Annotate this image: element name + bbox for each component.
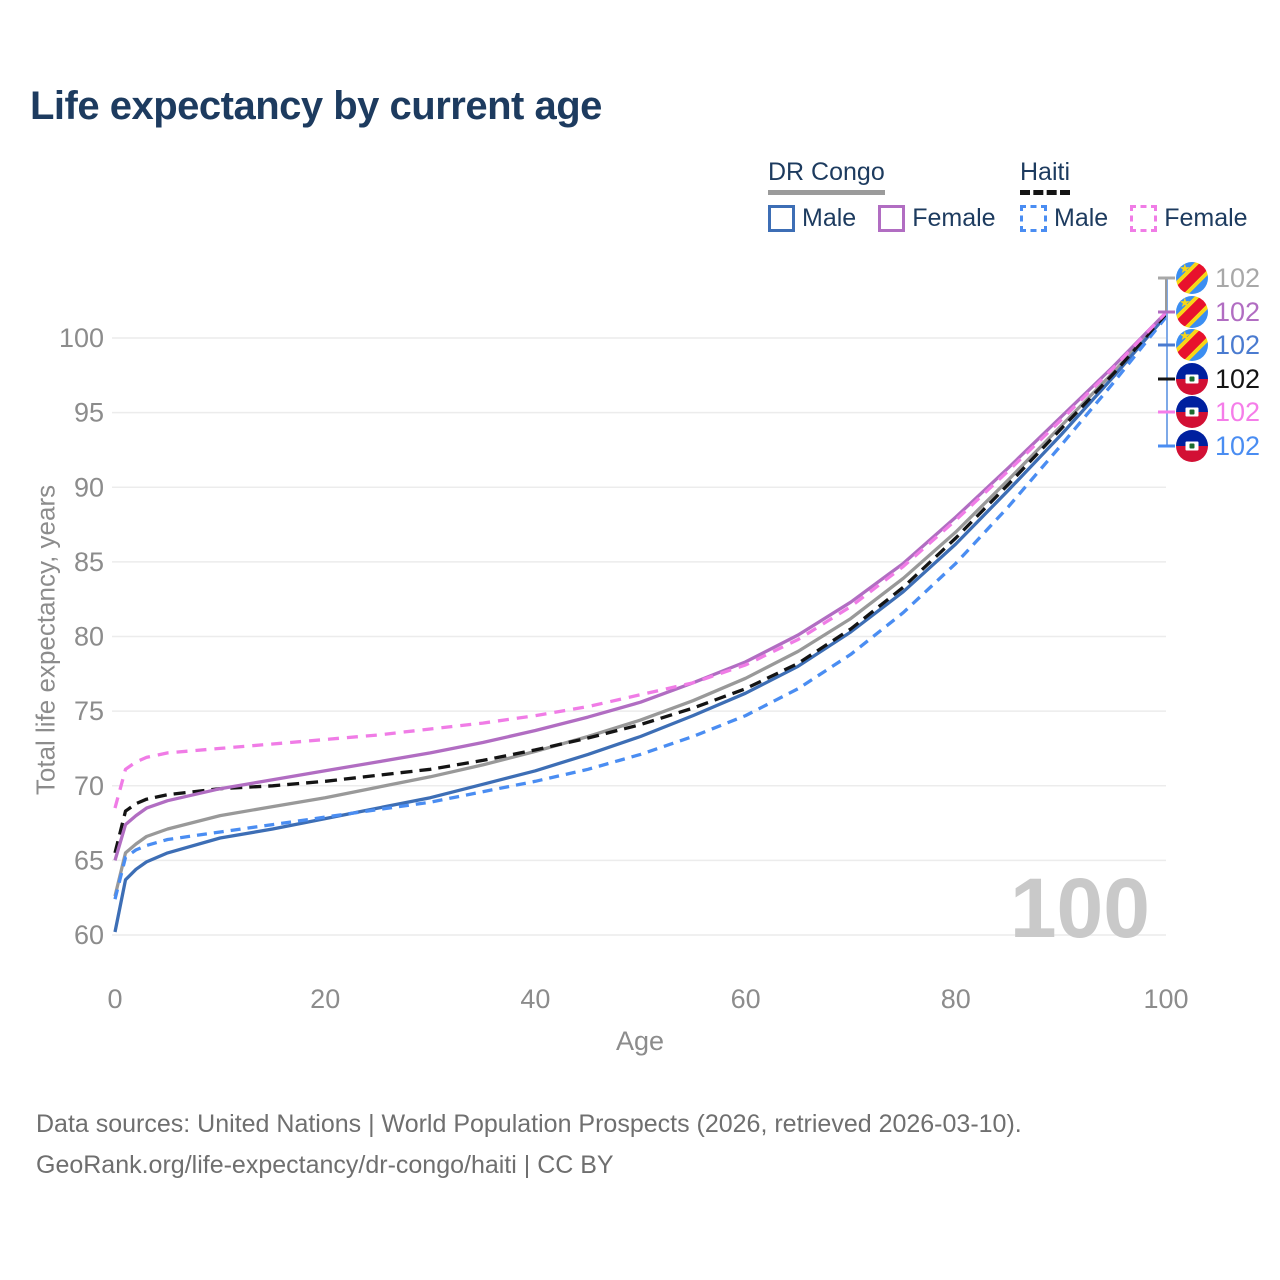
star-icon: ★ <box>1179 296 1191 310</box>
legend-item-haiti-female[interactable]: Female <box>1130 204 1248 233</box>
legend-swatch-male <box>1020 205 1047 232</box>
y-tick-label-85: 85 <box>74 547 104 577</box>
star-icon: ★ <box>1179 329 1191 343</box>
x-tick-label-20: 20 <box>310 984 340 1014</box>
legend-swatch-female <box>878 205 906 232</box>
dr-congo-flag-icon: ★ <box>1176 329 1208 361</box>
y-tick-label-75: 75 <box>74 696 104 726</box>
end-label-row-drc-2: ★ 102 <box>1176 328 1260 362</box>
footer-attribution-line: GeoRank.org/life-expectancy/dr-congo/hai… <box>36 1150 614 1179</box>
legend-country-haiti[interactable]: Haiti <box>1020 158 1071 195</box>
end-label-row-drc-1: ★ 102 <box>1176 295 1260 329</box>
end-label-row-haiti-3: 102 <box>1176 362 1260 396</box>
haiti-flag-icon <box>1176 430 1208 462</box>
series-line-haiti-male <box>113 316 1168 900</box>
x-tick-label-0: 0 <box>107 984 122 1014</box>
y-tick-label-95: 95 <box>74 398 104 428</box>
footer-sources-line: Data sources: United Nations | World Pop… <box>36 1110 1022 1138</box>
end-value-label: 102 <box>1215 363 1261 394</box>
y-tick-label-80: 80 <box>74 622 104 652</box>
legend-item-dr-congo-female[interactable]: Female <box>878 204 996 233</box>
end-value-label: 102 <box>1215 329 1261 360</box>
x-tick-label-40: 40 <box>520 984 550 1014</box>
x-axis-title: Age <box>615 1026 665 1056</box>
legend-label: Female <box>912 204 996 232</box>
legend-swatch-female <box>1130 205 1158 232</box>
end-value-label: 102 <box>1215 430 1261 461</box>
series-line-haiti-female <box>113 311 1168 809</box>
legend-label: Female <box>1164 204 1248 232</box>
coat-of-arms-icon <box>1185 407 1199 417</box>
end-value-label: 102 <box>1215 296 1261 327</box>
end-label-row-drc-0: ★ 102 <box>1176 261 1260 295</box>
series-line-dr-congo-both-sexes <box>113 312 1168 897</box>
footer: Data sources: United Nations | World Pop… <box>36 1104 1022 1185</box>
y-tick-label-100: 100 <box>59 323 104 353</box>
legend-item-dr-congo-male[interactable]: Male <box>768 204 856 233</box>
end-label-row-haiti-4: 102 <box>1176 395 1260 429</box>
series-line-dr-congo-female <box>113 311 1168 861</box>
series-line-haiti-both-sexes <box>113 313 1168 854</box>
coat-of-arms-icon <box>1185 441 1199 451</box>
y-tick-label-70: 70 <box>74 771 104 801</box>
end-value-label: 102 <box>1215 396 1261 427</box>
y-tick-label-65: 65 <box>74 845 104 875</box>
x-tick-label-60: 60 <box>731 984 761 1014</box>
end-label-row-haiti-5: 102 <box>1176 429 1260 463</box>
legend-group-dr-congo: DR Congo Male Female <box>768 158 1018 233</box>
end-value-label: 102 <box>1215 262 1261 293</box>
x-tick-label-80: 80 <box>941 984 971 1014</box>
legend-label: Male <box>1054 204 1109 232</box>
haiti-flag-icon <box>1176 363 1208 395</box>
series-line-dr-congo-male <box>113 314 1168 933</box>
legend-country-dr-congo[interactable]: DR Congo <box>768 158 885 195</box>
page-title: Life expectancy by current age <box>30 84 602 128</box>
star-icon: ★ <box>1179 262 1191 276</box>
x-tick-label-100: 100 <box>1143 984 1188 1014</box>
y-tick-label-60: 60 <box>74 920 104 950</box>
age-watermark: 100 <box>1009 861 1150 955</box>
dr-congo-flag-icon: ★ <box>1176 262 1208 294</box>
y-tick-label-90: 90 <box>74 472 104 502</box>
legend-item-haiti-male[interactable]: Male <box>1020 204 1108 233</box>
y-axis-title: Total life expectancy, years <box>30 484 61 796</box>
haiti-flag-icon <box>1176 396 1208 428</box>
dr-congo-flag-icon: ★ <box>1176 296 1208 328</box>
coat-of-arms-icon <box>1185 374 1199 384</box>
legend-group-haiti: Haiti Male Female <box>1020 158 1270 233</box>
legend-label: Male <box>802 204 857 232</box>
legend-swatch-male <box>768 205 795 232</box>
